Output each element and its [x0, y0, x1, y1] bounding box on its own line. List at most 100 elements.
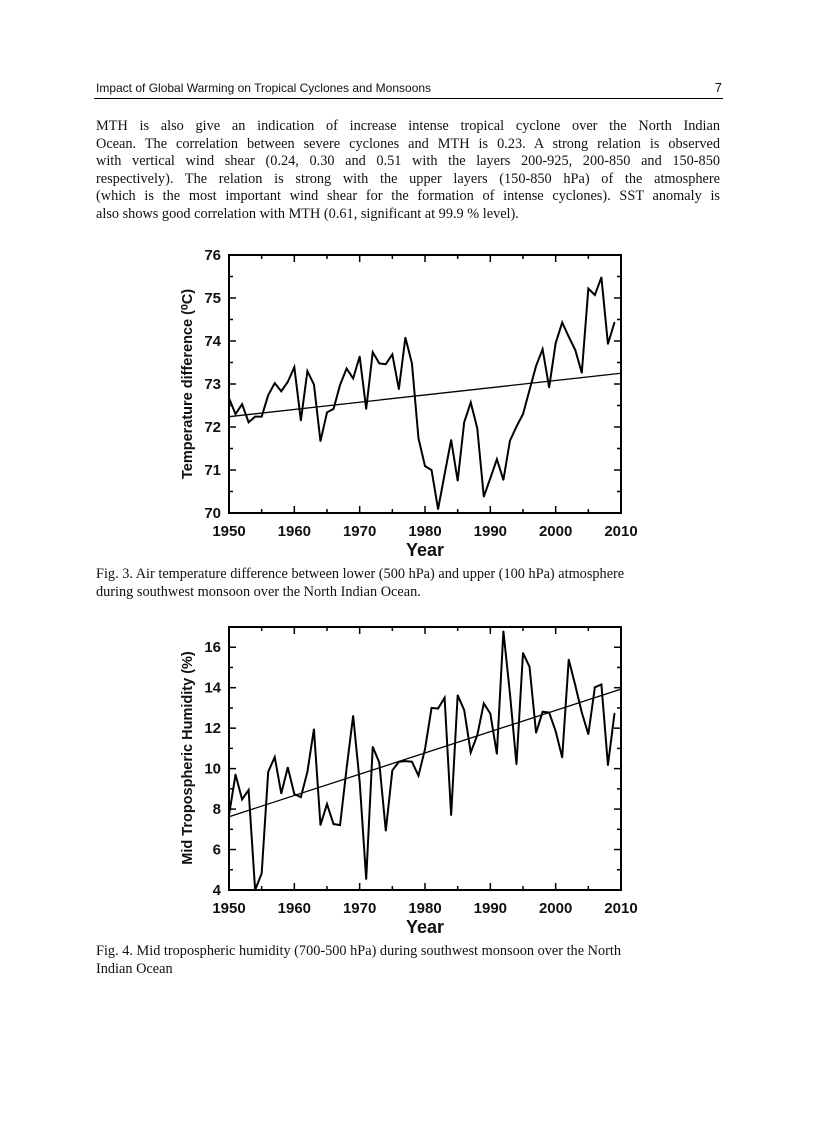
data-point: [417, 774, 420, 777]
data-point: [483, 702, 485, 705]
data-point: [469, 751, 472, 754]
trend-line: [228, 372, 622, 418]
data-point: [260, 872, 263, 875]
y-tick-label: 72: [204, 419, 221, 436]
data-point: [339, 824, 341, 826]
x-tick-label: 1980: [408, 900, 441, 917]
data-point: [541, 348, 544, 350]
data-point: [300, 419, 302, 422]
data-point: [404, 336, 407, 339]
data-point: [326, 411, 328, 414]
data-point: [535, 732, 537, 734]
y-axis-title: Mid Tropospheric Humidity (%): [180, 651, 196, 865]
data-point: [313, 728, 315, 730]
data-point: [528, 389, 531, 391]
data-point: [489, 712, 492, 715]
data-point: [554, 342, 557, 344]
data-point: [456, 479, 459, 482]
data-point: [469, 401, 472, 404]
x-tick-label: 1960: [278, 523, 311, 540]
data-point: [567, 658, 570, 661]
data-point: [332, 823, 335, 825]
trend-line: [228, 688, 622, 818]
data-point: [280, 792, 283, 795]
data-point: [371, 745, 374, 748]
y-tick-label: 16: [204, 639, 221, 656]
x-tick-label: 1990: [474, 523, 507, 540]
data-point: [365, 878, 368, 880]
data-point: [267, 394, 270, 396]
data-point: [247, 789, 250, 791]
data-point: [528, 666, 531, 668]
y-tick-label: 6: [213, 842, 221, 859]
data-point: [398, 388, 400, 390]
data-point: [424, 748, 426, 750]
data-point: [443, 473, 446, 476]
data-point: [228, 397, 230, 399]
data-point: [509, 439, 511, 442]
data-point: [254, 415, 256, 418]
caption-line: Indian Ocean: [96, 961, 173, 977]
data-point: [352, 715, 354, 717]
data-point: [358, 355, 361, 358]
data-point: [345, 767, 348, 770]
data-point: [437, 707, 439, 710]
data-point: [613, 321, 616, 324]
data-point: [391, 769, 394, 772]
data-point: [260, 415, 263, 418]
x-tick-label: 2000: [539, 900, 572, 917]
y-tick-label: 71: [204, 462, 221, 479]
y-tick-label: 8: [213, 801, 221, 818]
x-tick-label: 1960: [278, 900, 311, 917]
data-point: [273, 756, 276, 758]
data-point: [502, 479, 505, 481]
data-point: [594, 686, 596, 689]
data-point: [411, 760, 413, 763]
data-point: [228, 814, 230, 816]
data-point: [443, 697, 446, 699]
figure-4-chart: 1950 1960 1970 1980 1990 2000 2010 4 6 8 10 12 14 16 Y…: [180, 626, 638, 937]
y-tick-label: 12: [204, 720, 221, 737]
y-tick-label: 4: [213, 882, 222, 899]
y-tick-label: 73: [204, 376, 221, 393]
data-point: [241, 403, 243, 406]
data-point: [594, 294, 596, 296]
y-axis-title: Temperature difference (⁰C): [180, 289, 196, 479]
data-point: [483, 495, 485, 498]
y-tick-label: 75: [204, 290, 221, 307]
data-point: [385, 363, 387, 366]
data-point: [411, 362, 413, 365]
data-point: [574, 684, 577, 687]
data-point: [437, 508, 439, 510]
y-tick-label: 76: [204, 247, 221, 264]
data-point: [404, 760, 407, 762]
running-title: Impact of Global Warming on Tropical Cyc…: [96, 81, 432, 95]
data-point: [463, 709, 466, 711]
data-point: [430, 469, 433, 471]
plot-frame: [228, 626, 622, 891]
plot-frame: [228, 254, 622, 514]
data-point: [607, 343, 609, 345]
data-point: [450, 814, 452, 816]
data-point: [581, 372, 583, 374]
data-point: [293, 793, 296, 795]
data-point: [509, 692, 511, 695]
data-point: [430, 707, 433, 709]
data-point: [319, 824, 322, 826]
x-axis-title: Year: [406, 540, 444, 560]
y-tick-label: 14: [204, 680, 221, 697]
data-point: [234, 773, 237, 776]
data-point: [234, 413, 237, 415]
data-series-line: [228, 277, 616, 510]
data-point: [332, 408, 335, 410]
data-point: [254, 889, 256, 891]
data-point: [339, 384, 341, 386]
header-rule: [94, 98, 723, 99]
paragraph-line: respectively). The relation is strong wi…: [96, 170, 720, 187]
data-point: [522, 652, 524, 654]
x-tick-label: 1970: [343, 900, 376, 917]
data-point: [535, 365, 537, 367]
data-point: [345, 367, 348, 370]
data-point: [319, 440, 322, 442]
data-point: [287, 381, 289, 383]
